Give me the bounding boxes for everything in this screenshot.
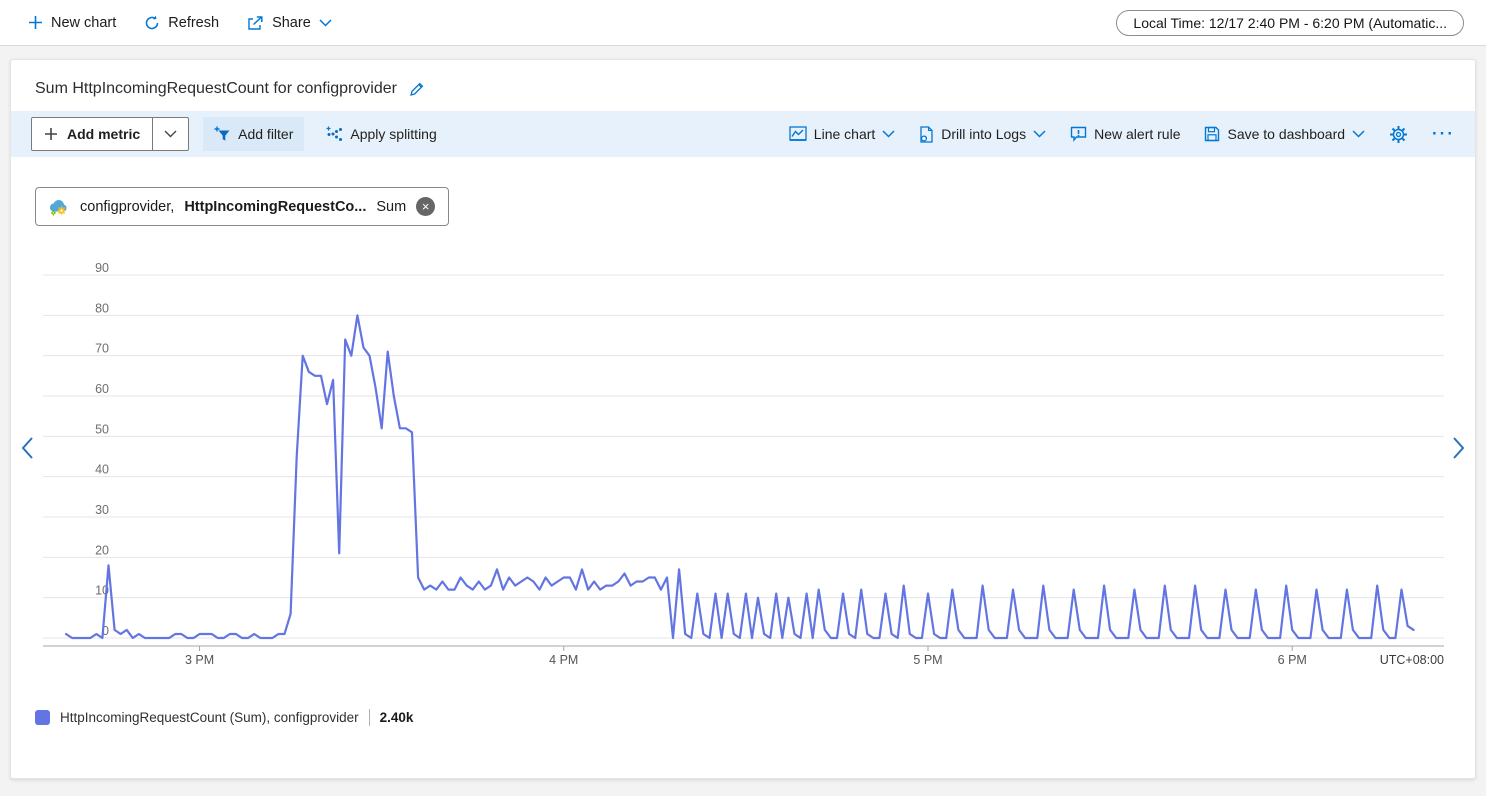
new-chart-label: New chart xyxy=(51,14,117,31)
edit-pencil-icon[interactable] xyxy=(409,81,425,97)
y-tick-label: 80 xyxy=(95,301,109,315)
y-tick-label: 50 xyxy=(95,422,109,436)
remove-metric-button[interactable]: × xyxy=(416,197,436,216)
drill-into-logs-label: Drill into Logs xyxy=(941,126,1027,142)
y-tick-label: 0 xyxy=(102,624,109,638)
save-to-dashboard-dropdown[interactable]: Save to dashboard xyxy=(1204,126,1365,142)
line-chart-icon xyxy=(789,126,807,141)
add-metric-label: Add metric xyxy=(67,126,141,142)
series-line xyxy=(64,314,1415,640)
chart-command-bar: Add metric Add filter Apply splitting Li… xyxy=(11,111,1475,157)
scroll-left-chevron-icon[interactable] xyxy=(19,436,35,460)
legend-divider xyxy=(368,709,370,726)
y-tick-label: 60 xyxy=(95,382,109,396)
chart-title: Sum HttpIncomingRequestCount for configp… xyxy=(35,80,397,97)
settings-gear-icon[interactable] xyxy=(1389,125,1408,144)
legend-swatch xyxy=(35,710,50,725)
refresh-label: Refresh xyxy=(168,14,220,31)
app-configuration-icon xyxy=(49,199,67,215)
pill-scope: configprovider, xyxy=(80,198,175,215)
x-tick-label: 6 PM xyxy=(1278,653,1307,667)
filter-plus-icon xyxy=(214,126,230,141)
new-alert-rule-button[interactable]: New alert rule xyxy=(1070,126,1180,142)
scroll-right-chevron-icon[interactable] xyxy=(1451,436,1467,460)
x-tick-label: 5 PM xyxy=(913,653,942,667)
add-metric-dropdown[interactable] xyxy=(152,118,188,150)
save-icon xyxy=(1205,126,1220,142)
top-command-bar: New chart Refresh Share Local Time: 12/1… xyxy=(0,0,1486,46)
y-tick-label: 70 xyxy=(95,342,109,356)
more-options-button[interactable]: ··· xyxy=(1432,124,1455,143)
legend-label: HttpIncomingRequestCount (Sum), configpr… xyxy=(60,710,359,725)
chevron-down-icon xyxy=(164,130,177,138)
chart-type-dropdown[interactable]: Line chart xyxy=(789,126,895,142)
chevron-down-icon xyxy=(1033,130,1046,138)
metric-pill-row: configprovider, HttpIncomingRequestCo...… xyxy=(11,157,1475,226)
time-range-picker[interactable]: Local Time: 12/17 2:40 PM - 6:20 PM (Aut… xyxy=(1116,9,1464,36)
x-axis-timezone-label: UTC+08:00 xyxy=(1380,653,1444,667)
alert-rule-icon xyxy=(1070,126,1087,142)
refresh-button[interactable]: Refresh xyxy=(144,15,219,31)
chevron-down-icon xyxy=(1352,130,1365,138)
refresh-icon xyxy=(146,15,159,29)
add-filter-label: Add filter xyxy=(238,126,294,142)
chevron-down-icon xyxy=(319,18,332,27)
apply-splitting-icon xyxy=(326,126,343,141)
pill-metric-name: HttpIncomingRequestCo... xyxy=(184,198,367,215)
legend-item[interactable]: HttpIncomingRequestCount (Sum), configpr… xyxy=(11,709,1475,726)
plus-icon xyxy=(45,128,57,140)
apply-splitting-button[interactable]: Apply splitting xyxy=(326,126,437,142)
chart-area: 0 10 20 30 40 50 60 70 80 90 3 PM 4 PM 5 PM 6 PM UTC+0… xyxy=(11,258,1475,683)
share-icon xyxy=(248,15,263,30)
plus-icon xyxy=(29,16,42,29)
share-label: Share xyxy=(272,14,311,31)
y-tick-label: 40 xyxy=(95,463,109,477)
metric-chart-card: Sum HttpIncomingRequestCount for configp… xyxy=(10,59,1476,779)
pill-aggregation: Sum xyxy=(376,198,407,215)
legend-total-value: 2.40k xyxy=(379,710,414,725)
new-chart-button[interactable]: New chart xyxy=(28,15,116,31)
x-tick-label: 4 PM xyxy=(549,653,578,667)
new-alert-rule-label: New alert rule xyxy=(1094,126,1181,142)
drill-into-logs-dropdown[interactable]: Drill into Logs xyxy=(919,125,1046,143)
add-metric-button[interactable]: Add metric xyxy=(31,117,190,151)
x-tick-label: 3 PM xyxy=(185,653,214,667)
share-button[interactable]: Share xyxy=(247,15,332,31)
add-filter-button[interactable]: Add filter xyxy=(203,117,305,151)
chevron-down-icon xyxy=(882,130,895,138)
chart-title-row: Sum HttpIncomingRequestCount for configp… xyxy=(11,60,1475,111)
y-tick-label: 20 xyxy=(95,543,109,557)
y-tick-label: 90 xyxy=(95,261,109,275)
command-bar-right: Line chart Drill into Logs New alert rul… xyxy=(789,124,1455,144)
document-logs-icon xyxy=(920,125,933,143)
save-to-dashboard-label: Save to dashboard xyxy=(1227,126,1346,142)
y-tick-label: 30 xyxy=(95,503,109,517)
apply-splitting-label: Apply splitting xyxy=(350,126,437,142)
chart-type-label: Line chart xyxy=(813,126,876,142)
metric-pill[interactable]: configprovider, HttpIncomingRequestCo...… xyxy=(35,187,450,226)
